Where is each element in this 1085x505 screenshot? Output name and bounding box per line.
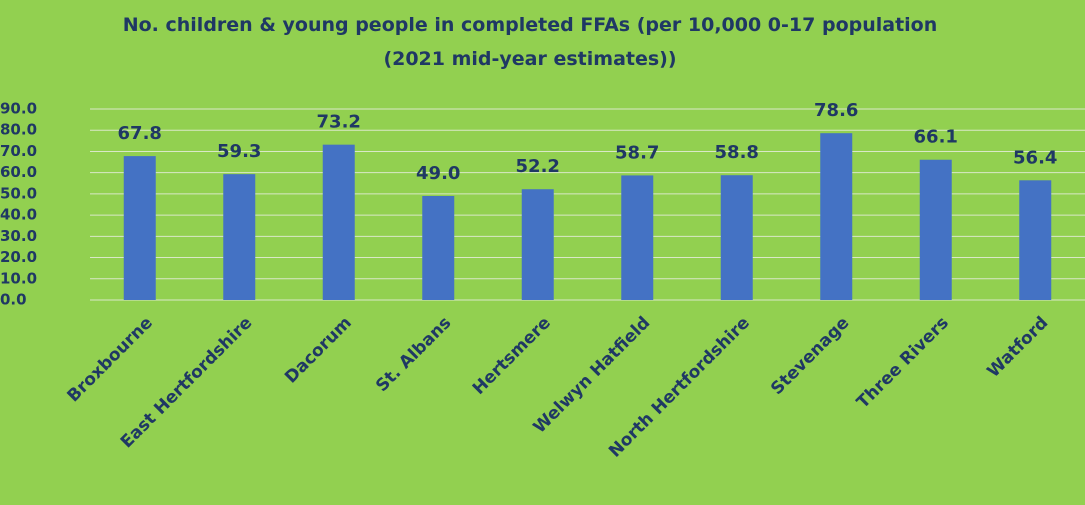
y-tick-label: 10.0 [0,269,37,287]
value-label: 78.6 [814,100,858,121]
value-label: 59.3 [217,141,261,162]
x-tick-label: Stevenage [767,313,853,399]
bar [820,133,853,300]
chart-title: No. children & young people in completed… [122,14,938,70]
bar [621,175,654,300]
y-tick-label: 60.0 [0,163,37,181]
y-tick-label: 70.0 [0,142,37,160]
x-tick-label: Hertsmere [469,313,555,399]
y-tick-label: 50.0 [0,184,37,202]
x-tick-label: Broxbourne [64,313,157,406]
bar [422,196,455,300]
x-tick-label: Dacorum [281,313,356,388]
bar [521,189,554,300]
y-tick-label: 40.0 [0,206,37,224]
x-tick-label: Three Rivers [853,313,953,413]
y-tick-label: 90.0 [0,100,37,118]
value-label: 58.8 [715,142,759,163]
x-tick-label: Watford [983,313,1052,382]
value-label: 67.8 [118,123,162,144]
value-label: 56.4 [1013,147,1057,168]
value-label: 73.2 [317,112,361,133]
y-tick-label: 30.0 [0,227,37,245]
value-label: 52.2 [516,156,560,177]
bar [322,144,355,300]
y-tick-label: 80.0 [0,121,37,139]
y-tick-label: 20.0 [0,248,37,266]
bar [223,174,256,300]
bar [720,175,753,300]
bar [919,159,952,300]
x-tick-label: St. Albans [372,313,455,396]
value-label: 58.7 [615,142,659,163]
y-tick-label: 0.0 [0,291,27,309]
value-label: 49.0 [416,163,460,184]
value-label: 66.1 [914,127,958,148]
bar [123,156,156,300]
bar [1019,180,1052,300]
